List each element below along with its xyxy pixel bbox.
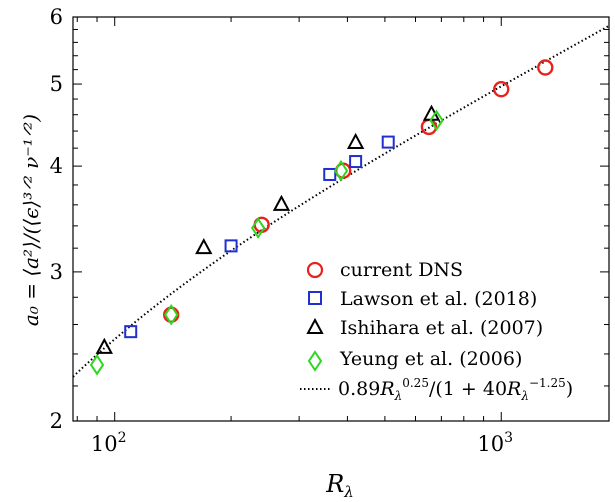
legend-label: Lawson et al. (2018) xyxy=(340,288,537,310)
legend-marker-circle xyxy=(306,261,324,279)
data-point-lawson xyxy=(381,135,395,149)
data-point-yeung xyxy=(429,109,444,132)
legend-marker-square xyxy=(308,291,322,305)
data-point-current-dns xyxy=(493,81,510,98)
legend-entry-lawson: Lawson et al. (2018) xyxy=(308,288,537,310)
data-point-yeung xyxy=(163,303,179,326)
legend-label: Yeung et al. (2006) xyxy=(339,348,522,370)
legend-marker-triangle xyxy=(306,317,324,334)
y-tick-label: 2 xyxy=(50,409,63,433)
y-tick-label: 4 xyxy=(50,154,63,178)
y-tick-label: 6 xyxy=(50,5,63,29)
data-point-lawson xyxy=(323,167,337,181)
axes-frame xyxy=(72,16,610,422)
legend: current DNS Lawson et al. (2018) Ishihar… xyxy=(300,259,573,403)
data-point-yeung xyxy=(250,217,266,239)
legend-entry-yeung: Yeung et al. (2006) xyxy=(307,348,522,372)
data-point-ishihara xyxy=(346,132,365,149)
data-point-yeung xyxy=(333,159,349,182)
legend-marker-diamond xyxy=(307,350,323,372)
legend-label: current DNS xyxy=(340,259,463,281)
data-point-lawson xyxy=(224,239,238,253)
legend-entry-ishihara: Ishihara et al. (2007) xyxy=(306,317,543,339)
y-tick-label: 3 xyxy=(50,260,63,284)
legend-label-fit: 0.89Rλ0.25/(1 + 40Rλ−1.25) xyxy=(338,376,573,403)
legend-label: Ishihara et al. (2007) xyxy=(340,317,543,339)
x-axis-label: Rλ xyxy=(325,470,354,501)
data-point-ishihara xyxy=(95,337,113,354)
data-point-ishihara xyxy=(272,194,291,211)
data-point-yeung xyxy=(89,354,105,376)
data-point-ishihara xyxy=(195,238,213,255)
y-axis-label: a₀ = ⟨a²⟩/(⟨ϵ⟩³ᐟ² ν⁻¹ᐟ²) xyxy=(19,114,43,326)
data-points-layer xyxy=(89,59,554,376)
x-tick-label: 103 xyxy=(477,430,513,456)
x-axis: 102 103 xyxy=(76,17,513,456)
legend-entry-current-dns: current DNS xyxy=(306,259,463,281)
data-point-current-dns xyxy=(537,59,554,76)
y-axis: 2 3 4 5 6 xyxy=(50,5,609,433)
data-point-lawson xyxy=(124,325,138,339)
plot-frame xyxy=(72,16,610,422)
y-tick-label: 5 xyxy=(50,72,63,96)
legend-entry-fit: 0.89Rλ0.25/(1 + 40Rλ−1.25) xyxy=(300,376,573,403)
x-tick-label: 102 xyxy=(91,430,127,456)
data-point-lawson xyxy=(349,155,363,169)
